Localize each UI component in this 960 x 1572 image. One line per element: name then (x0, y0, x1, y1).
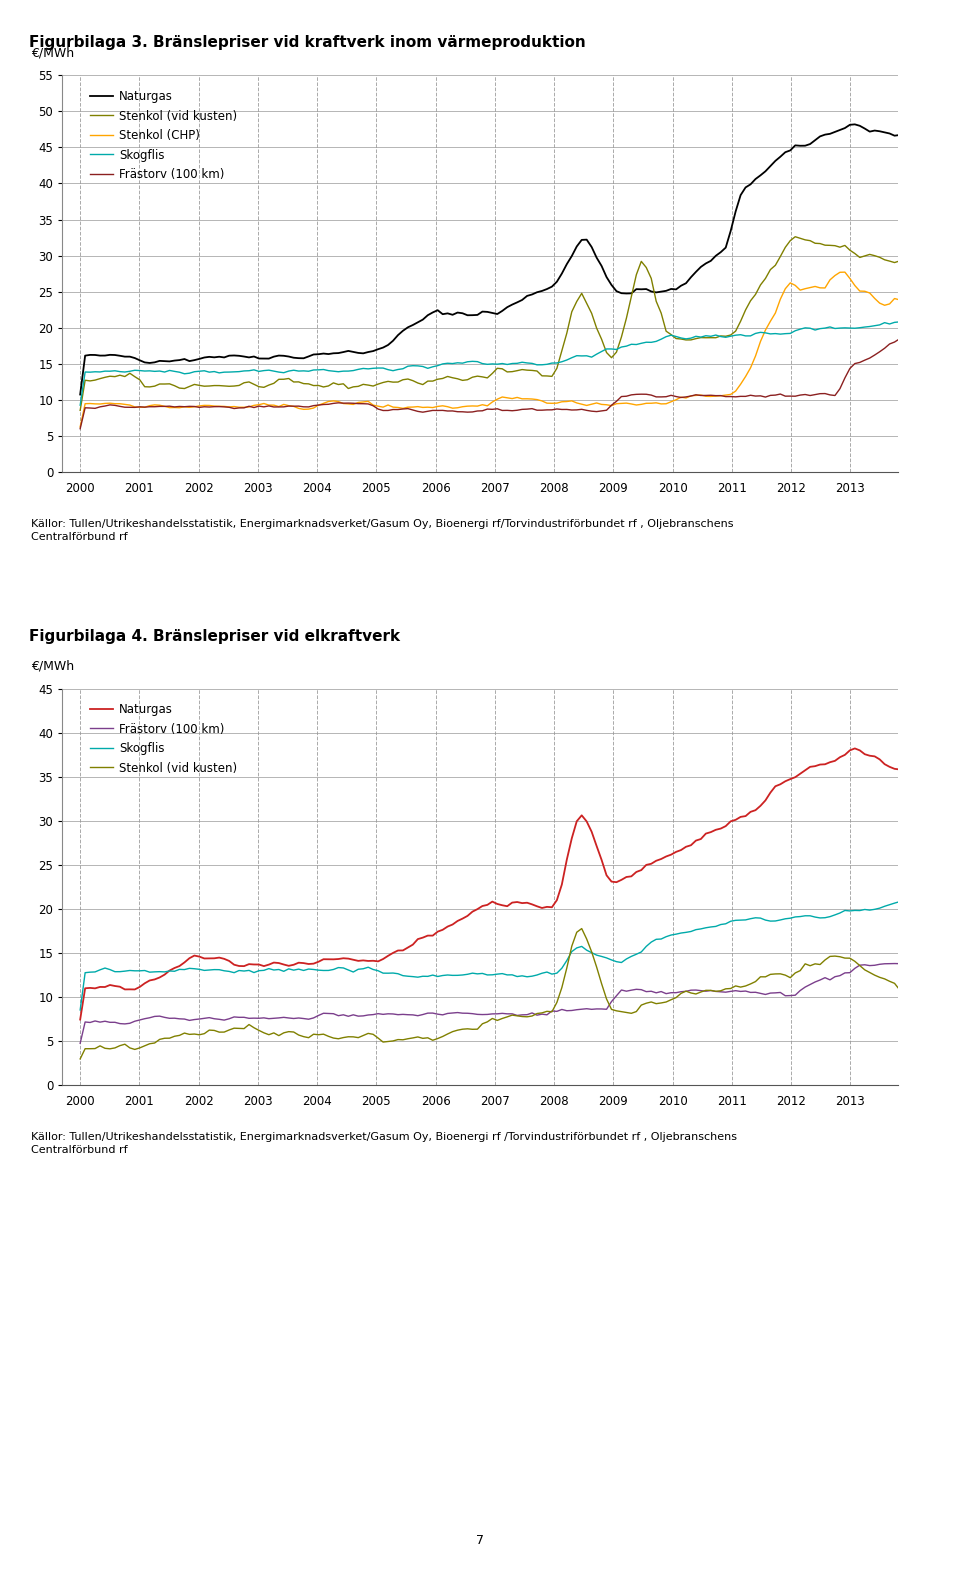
Stenkol (vid kusten) (546, 1003, 558, 1022)
Skogflis (561, 351, 572, 369)
Frästorv (100 km) (224, 398, 235, 417)
Skogflis (899, 890, 910, 909)
Stenkol (vid kusten) (561, 959, 572, 978)
Stenkol (vid kusten) (357, 1027, 369, 1045)
Frästorv (100 km) (357, 395, 369, 413)
Frästorv (100 km) (546, 1001, 558, 1020)
Stenkol (CHP) (313, 396, 324, 415)
Naturgas (75, 1011, 86, 1030)
Stenkol (vid kusten) (789, 228, 801, 247)
Skogflis (224, 962, 235, 981)
Frästorv (100 km) (313, 396, 324, 415)
Stenkol (vid kusten) (313, 376, 324, 395)
Stenkol (vid kusten) (224, 1020, 235, 1039)
Stenkol (CHP) (903, 354, 915, 373)
Stenkol (vid kusten) (903, 322, 915, 341)
Naturgas (849, 739, 860, 758)
Frästorv (100 km) (734, 982, 746, 1001)
Text: €/MWh: €/MWh (31, 47, 74, 60)
Frästorv (100 km) (357, 1006, 369, 1025)
Skogflis (357, 358, 369, 377)
Stenkol (CHP) (734, 374, 746, 393)
Text: Figurbilaga 3. Bränslepriser vid kraftverk inom värmeproduktion: Figurbilaga 3. Bränslepriser vid kraftve… (29, 35, 586, 50)
Legend: Naturgas, Frästorv (100 km), Skogflis, Stenkol (vid kusten): Naturgas, Frästorv (100 km), Skogflis, S… (85, 698, 242, 780)
Stenkol (vid kusten) (903, 1017, 915, 1036)
Frästorv (100 km) (75, 420, 86, 439)
Stenkol (vid kusten) (75, 401, 86, 420)
Text: Figurbilaga 4. Bränslepriser vid elkraftverk: Figurbilaga 4. Bränslepriser vid elkraft… (29, 629, 400, 645)
Naturgas (313, 344, 324, 363)
Text: Källor: Tullen/Utrikeshandelsstatistik, Energimarknadsverket/Gasum Oy, Bioenergi: Källor: Tullen/Utrikeshandelsstatistik, … (31, 519, 733, 542)
Skogflis (546, 965, 558, 984)
Frästorv (100 km) (734, 387, 746, 406)
Text: 7: 7 (476, 1534, 484, 1547)
Skogflis (313, 960, 324, 979)
Frästorv (100 km) (224, 1009, 235, 1028)
Line: Stenkol (vid kusten): Stenkol (vid kusten) (81, 237, 909, 410)
Frästorv (100 km) (903, 371, 915, 390)
Skogflis (561, 951, 572, 970)
Naturgas (357, 951, 369, 970)
Skogflis (546, 354, 558, 373)
Line: Skogflis: Skogflis (81, 899, 909, 1009)
Naturgas (561, 850, 572, 869)
Text: €/MWh: €/MWh (31, 660, 74, 673)
Frästorv (100 km) (75, 1034, 86, 1053)
Frästorv (100 km) (546, 401, 558, 420)
Stenkol (vid kusten) (313, 1025, 324, 1044)
Stenkol (vid kusten) (546, 366, 558, 385)
Stenkol (vid kusten) (561, 324, 572, 343)
Naturgas (224, 346, 235, 365)
Line: Skogflis: Skogflis (81, 321, 909, 406)
Skogflis (313, 360, 324, 379)
Naturgas (734, 185, 746, 204)
Frästorv (100 km) (899, 954, 910, 973)
Naturgas (903, 237, 915, 256)
Stenkol (CHP) (357, 393, 369, 412)
Naturgas (546, 898, 558, 916)
Naturgas (734, 808, 746, 827)
Skogflis (734, 325, 746, 344)
Naturgas (561, 255, 572, 274)
Frästorv (100 km) (899, 329, 910, 347)
Line: Frästorv (100 km): Frästorv (100 km) (81, 964, 909, 1044)
Stenkol (CHP) (561, 391, 572, 410)
Skogflis (75, 396, 86, 415)
Line: Naturgas: Naturgas (81, 124, 909, 395)
Skogflis (75, 1000, 86, 1019)
Stenkol (vid kusten) (576, 920, 588, 938)
Skogflis (903, 362, 915, 380)
Line: Stenkol (CHP): Stenkol (CHP) (81, 272, 909, 428)
Stenkol (vid kusten) (357, 374, 369, 393)
Naturgas (357, 344, 369, 363)
Naturgas (903, 868, 915, 887)
Line: Frästorv (100 km): Frästorv (100 km) (81, 338, 909, 429)
Naturgas (546, 277, 558, 296)
Stenkol (vid kusten) (734, 311, 746, 330)
Frästorv (100 km) (561, 1001, 572, 1020)
Skogflis (899, 311, 910, 330)
Stenkol (CHP) (839, 263, 851, 281)
Stenkol (vid kusten) (224, 377, 235, 396)
Skogflis (734, 910, 746, 929)
Naturgas (224, 951, 235, 970)
Stenkol (CHP) (546, 395, 558, 413)
Frästorv (100 km) (903, 994, 915, 1012)
Skogflis (903, 951, 915, 970)
Legend: Naturgas, Stenkol (vid kusten), Stenkol (CHP), Skogflis, Frästorv (100 km): Naturgas, Stenkol (vid kusten), Stenkol … (85, 85, 242, 185)
Naturgas (75, 385, 86, 404)
Naturgas (849, 115, 860, 134)
Stenkol (CHP) (75, 418, 86, 437)
Naturgas (313, 953, 324, 971)
Skogflis (224, 363, 235, 382)
Skogflis (357, 959, 369, 978)
Stenkol (vid kusten) (75, 1050, 86, 1069)
Text: Källor: Tullen/Utrikeshandelsstatistik, Energimarknadsverket/Gasum Oy, Bioenergi: Källor: Tullen/Utrikeshandelsstatistik, … (31, 1132, 736, 1155)
Frästorv (100 km) (561, 399, 572, 418)
Stenkol (vid kusten) (740, 976, 752, 995)
Line: Naturgas: Naturgas (81, 748, 909, 1020)
Stenkol (CHP) (224, 398, 235, 417)
Line: Stenkol (vid kusten): Stenkol (vid kusten) (81, 929, 909, 1060)
Frästorv (100 km) (313, 1006, 324, 1025)
